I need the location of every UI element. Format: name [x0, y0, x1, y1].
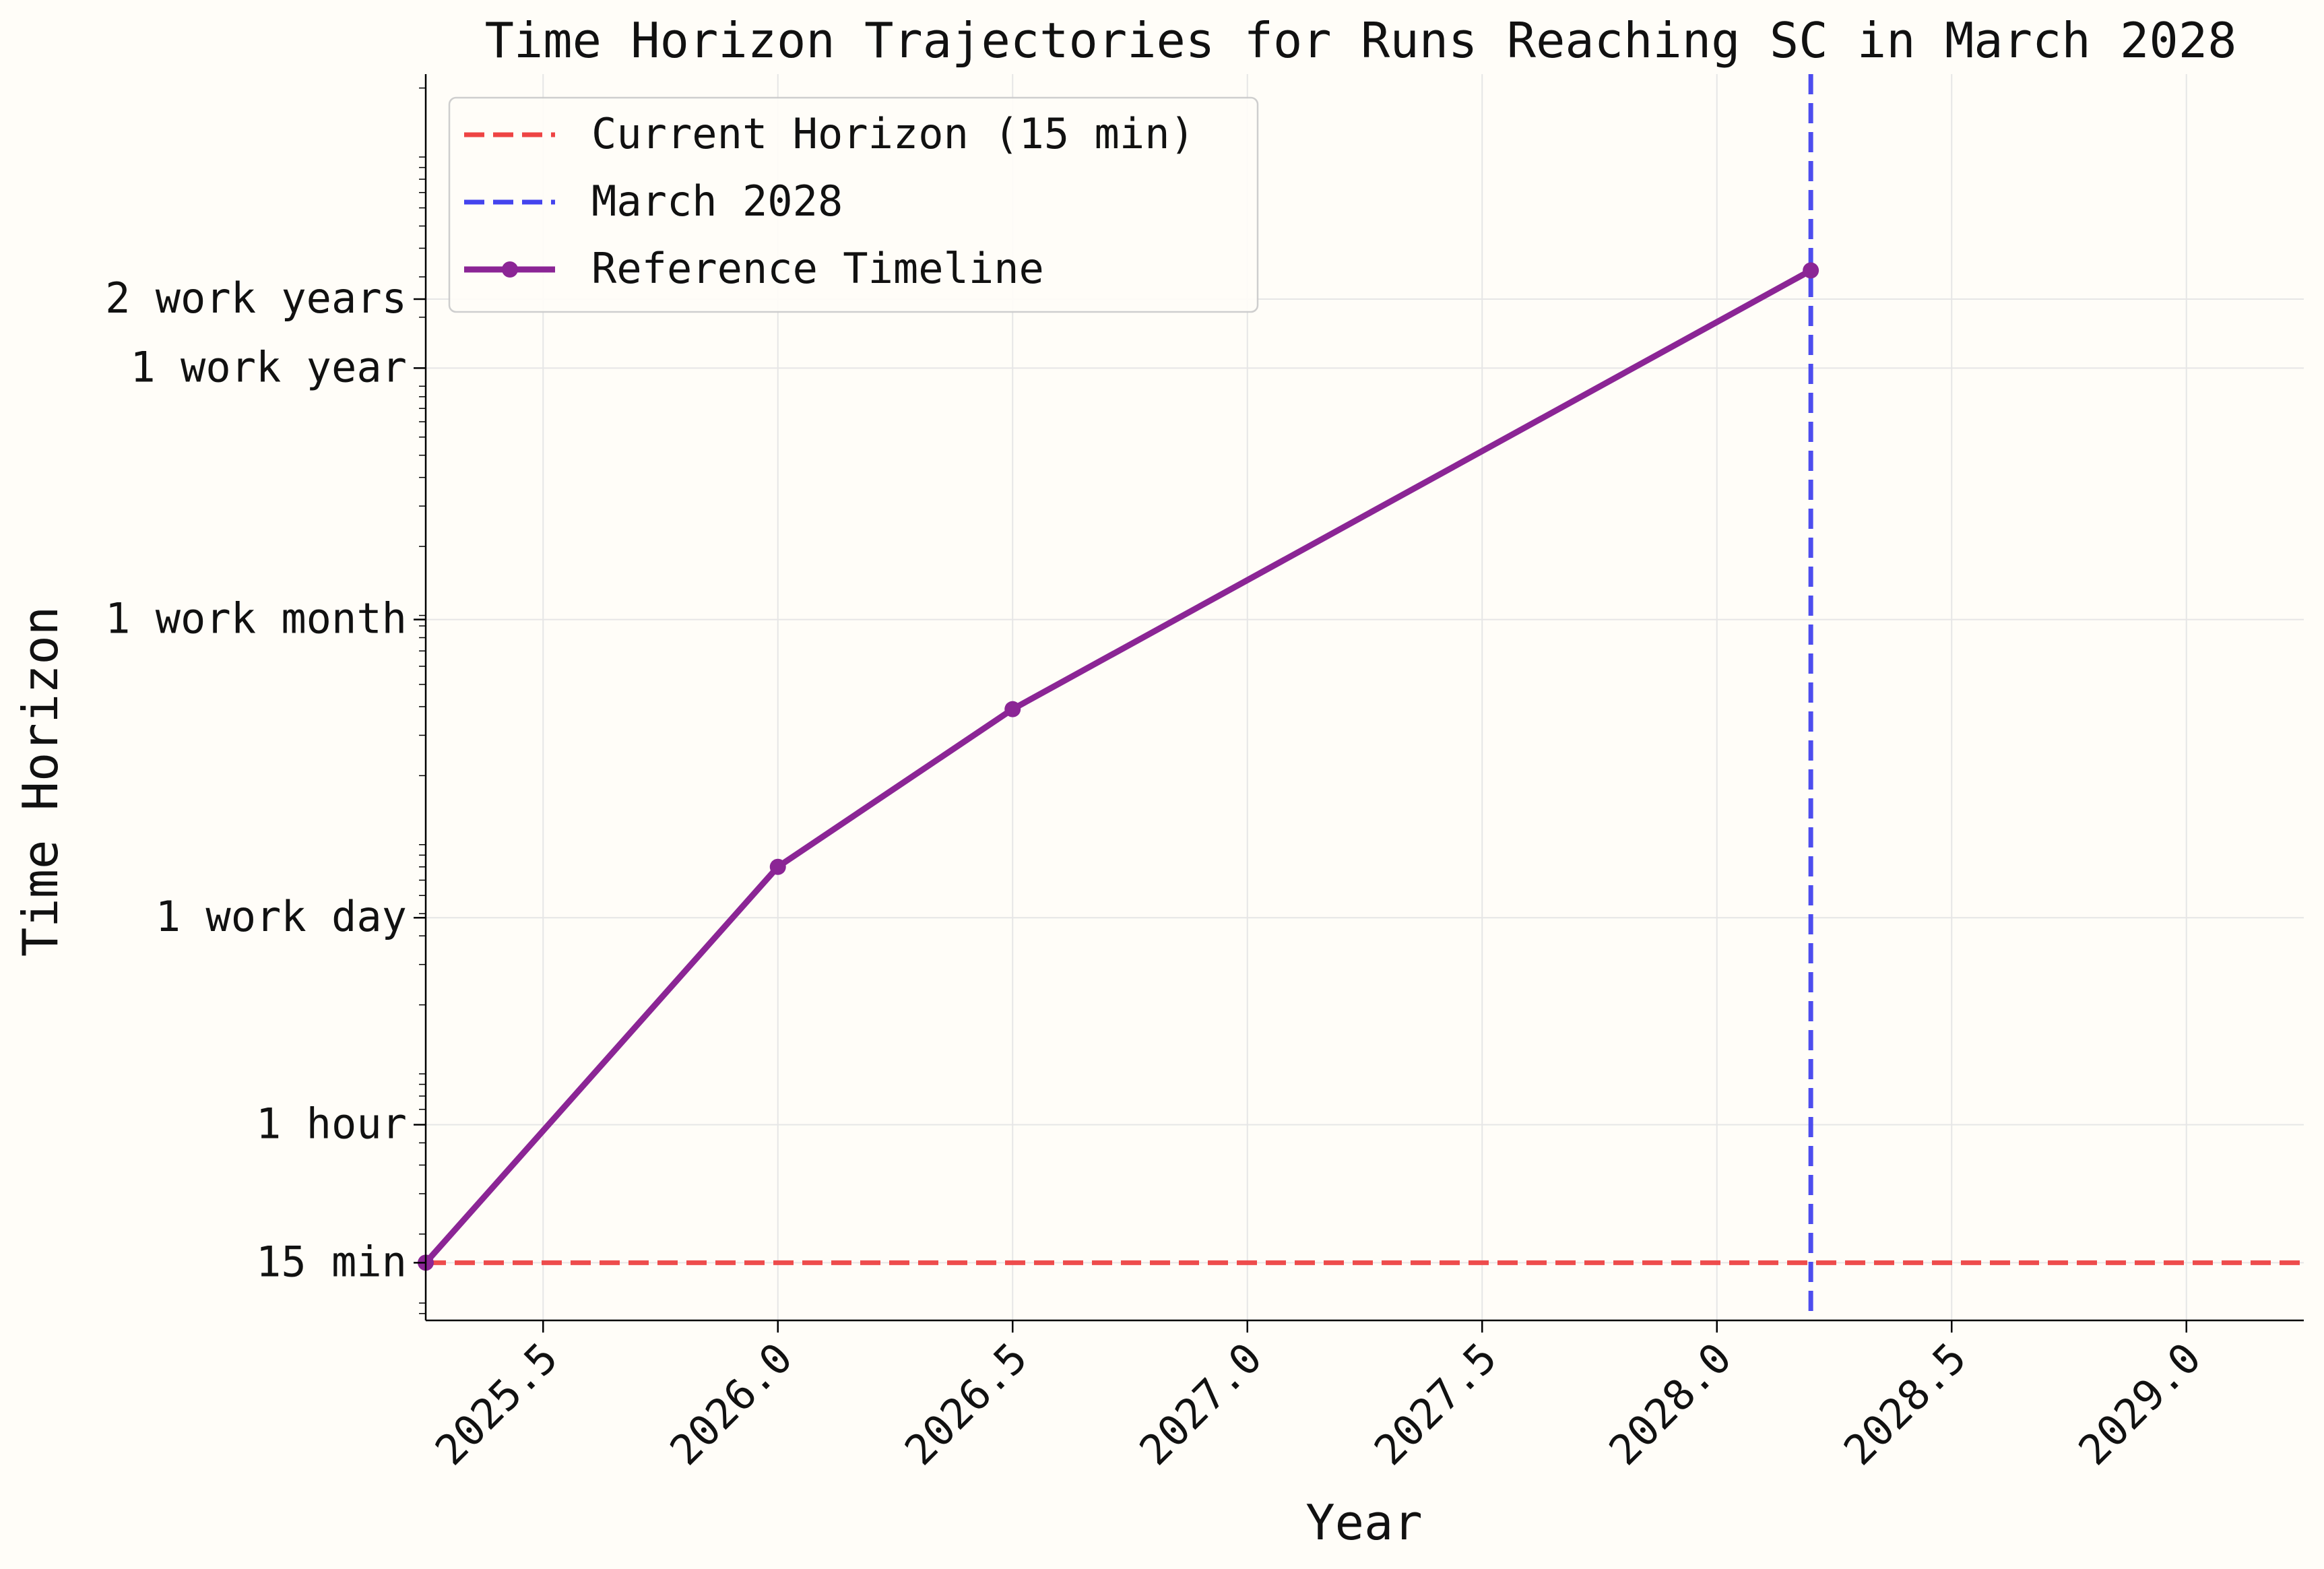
axes [414, 74, 2304, 1333]
legend-marker [502, 261, 518, 278]
y-tick-label: 1 work month [105, 594, 407, 643]
x-tick-label: 2026.0 [660, 1333, 802, 1475]
legend: Current Horizon (15 min) March 2028 Refere… [448, 96, 1259, 313]
legend-label: Reference Timeline [591, 244, 1044, 293]
x-tick-label: 2027.5 [1365, 1333, 1506, 1475]
chart-title: Time Horizon Trajectories for Runs Reach… [485, 12, 2237, 69]
y-tick-label: 1 hour [256, 1099, 407, 1148]
y-tick-label: 15 min [256, 1237, 407, 1286]
legend-label: March 2028 [591, 177, 843, 226]
legend-box [448, 96, 1259, 313]
reference-timeline-line [422, 267, 1814, 1266]
y-tick-label: 1 work day [156, 892, 407, 941]
x-tick-label: 2025.5 [426, 1333, 567, 1475]
x-axis-label: Year [1305, 1494, 1422, 1551]
series-layer [418, 262, 1819, 1271]
reference-timeline-point [1803, 262, 1819, 279]
reference-lines [426, 74, 2304, 1320]
y-tick-label: 1 work year [130, 342, 407, 391]
reference-timeline-point [769, 858, 786, 875]
x-tick-label: 2028.5 [1834, 1333, 1976, 1475]
grid [426, 74, 2304, 1320]
legend-label: Current Horizon (15 min) [591, 109, 1195, 158]
y-tick-label: 2 work years [105, 274, 407, 323]
tick-labels: 15 min 1 hour 1 work day 1 work month 1 work… [105, 274, 2210, 1475]
x-tick-label: 2029.0 [2069, 1333, 2210, 1475]
x-tick-label: 2026.5 [895, 1333, 1037, 1475]
reference-timeline-point [1004, 701, 1021, 717]
x-tick-label: 2028.0 [1599, 1333, 1741, 1475]
x-tick-label: 2027.0 [1130, 1333, 1271, 1475]
y-axis-label: Time Horizon [12, 606, 69, 957]
